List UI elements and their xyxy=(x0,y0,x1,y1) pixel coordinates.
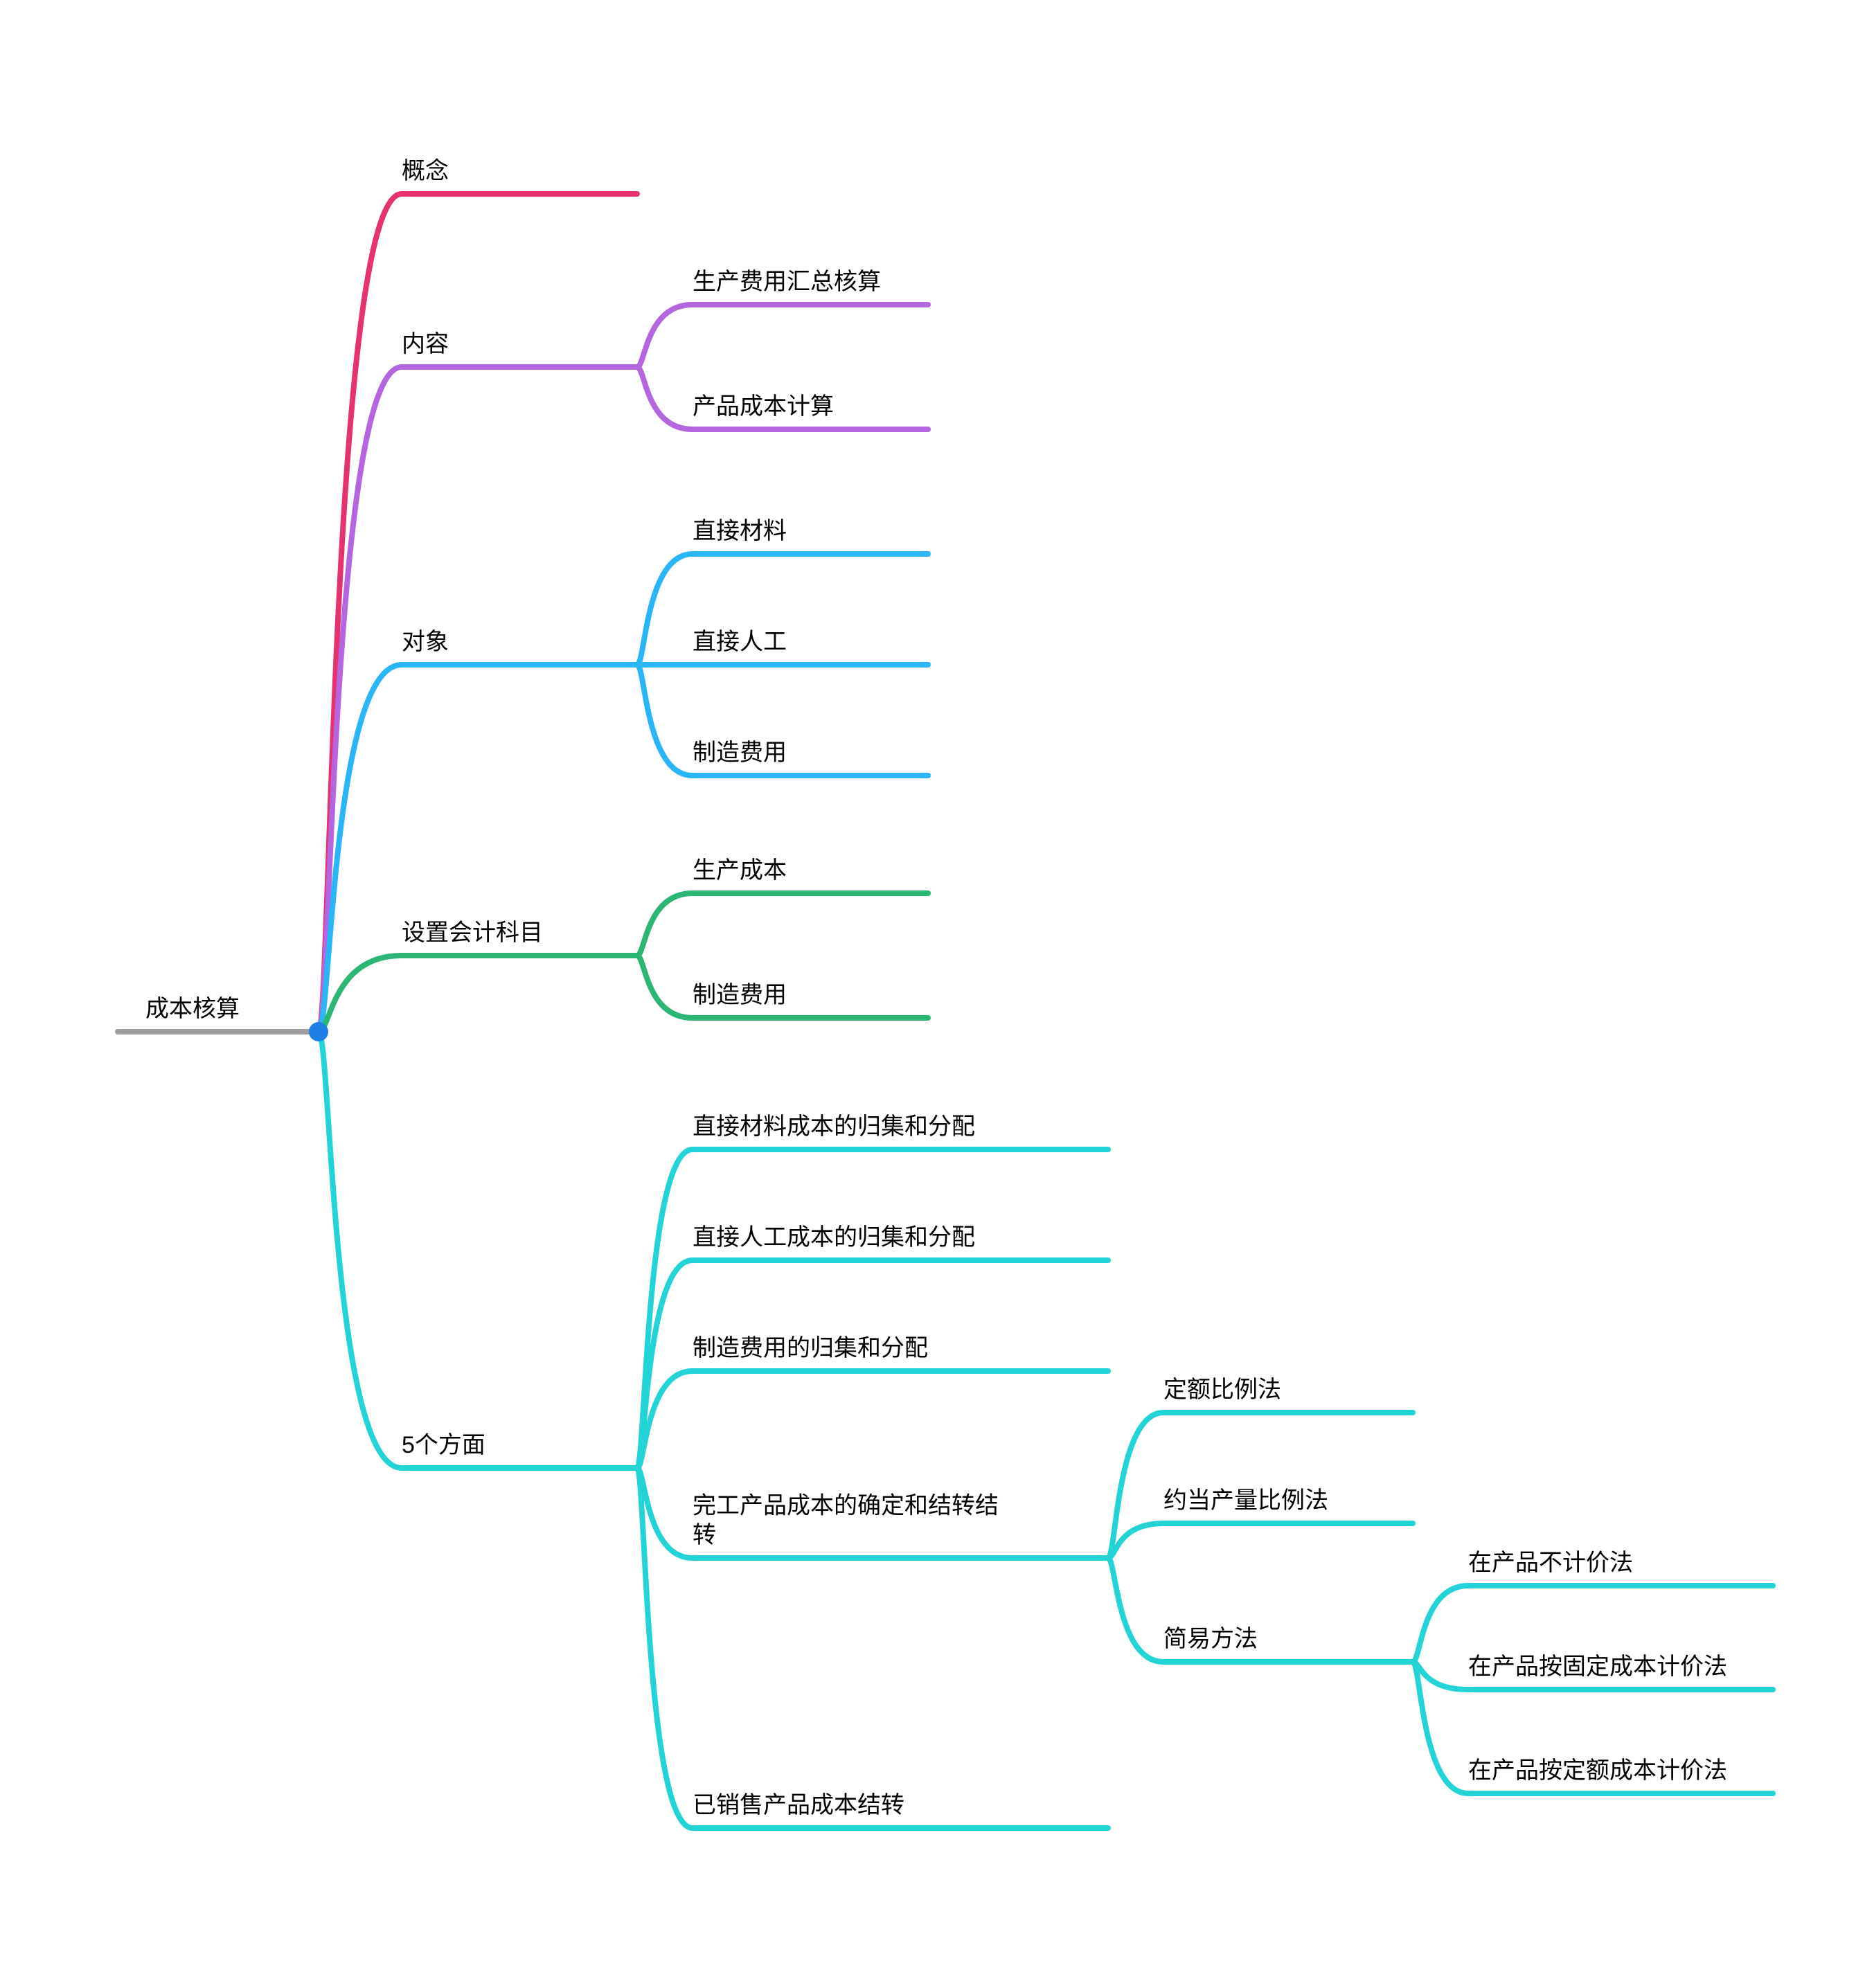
node-label[interactable]: 在产品不计价法 xyxy=(1468,1550,1633,1576)
edge xyxy=(637,956,693,1018)
node-label[interactable]: 概念 xyxy=(402,158,449,184)
node-label[interactable]: 制造费用的归集和分配 xyxy=(693,1335,928,1361)
node-label[interactable]: 生产成本 xyxy=(693,857,787,884)
node-label[interactable]: 产品成本计算 xyxy=(693,393,834,420)
node-label[interactable]: 直接材料 xyxy=(693,518,787,544)
node-label[interactable]: 完工产品成本的确定和结转结转 xyxy=(693,1493,999,1549)
node-label[interactable]: 直接材料成本的归集和分配 xyxy=(693,1113,975,1140)
edges-layer xyxy=(118,194,1468,1828)
edge xyxy=(637,665,693,776)
node-label[interactable]: 制造费用 xyxy=(693,740,787,766)
node-label[interactable]: 生产费用汇总核算 xyxy=(693,269,881,295)
node-label[interactable]: 已销售产品成本结转 xyxy=(693,1792,904,1818)
node-label[interactable]: 简易方法 xyxy=(1163,1626,1258,1652)
nodes-layer: 成本核算概念内容生产费用汇总核算产品成本计算对象直接材料直接人工制造费用设置会计… xyxy=(145,158,1773,1828)
edge xyxy=(637,305,693,367)
mindmap-svg: 成本核算概念内容生产费用汇总核算产品成本计算对象直接材料直接人工制造费用设置会计… xyxy=(0,0,1856,1988)
edge xyxy=(1413,1662,1468,1793)
node-label[interactable]: 5个方面 xyxy=(402,1432,485,1458)
node-label[interactable]: 设置会计科目 xyxy=(402,920,543,946)
node-label[interactable]: 直接人工成本的归集和分配 xyxy=(693,1224,975,1251)
edge xyxy=(319,956,402,1032)
node-label[interactable]: 成本核算 xyxy=(145,996,240,1022)
edge xyxy=(637,554,693,665)
edge xyxy=(1108,1413,1163,1558)
edge xyxy=(1108,1558,1163,1662)
node-label[interactable]: 直接人工 xyxy=(693,629,787,655)
node-label[interactable]: 内容 xyxy=(402,331,449,357)
node-label[interactable]: 定额比例法 xyxy=(1163,1377,1281,1403)
edge xyxy=(637,1468,693,1828)
node-label[interactable]: 制造费用 xyxy=(693,982,787,1008)
edge xyxy=(1413,1586,1468,1662)
node-label[interactable]: 在产品按定额成本计价法 xyxy=(1468,1757,1727,1784)
edge xyxy=(637,893,693,956)
root-dot xyxy=(309,1022,328,1041)
edge xyxy=(637,367,693,429)
mindmap-canvas: 成本核算概念内容生产费用汇总核算产品成本计算对象直接材料直接人工制造费用设置会计… xyxy=(0,0,1856,1988)
node-label[interactable]: 约当产量比例法 xyxy=(1163,1487,1328,1514)
node-label[interactable]: 对象 xyxy=(402,629,449,655)
edge xyxy=(319,1032,402,1468)
node-label[interactable]: 在产品按固定成本计价法 xyxy=(1468,1654,1727,1680)
